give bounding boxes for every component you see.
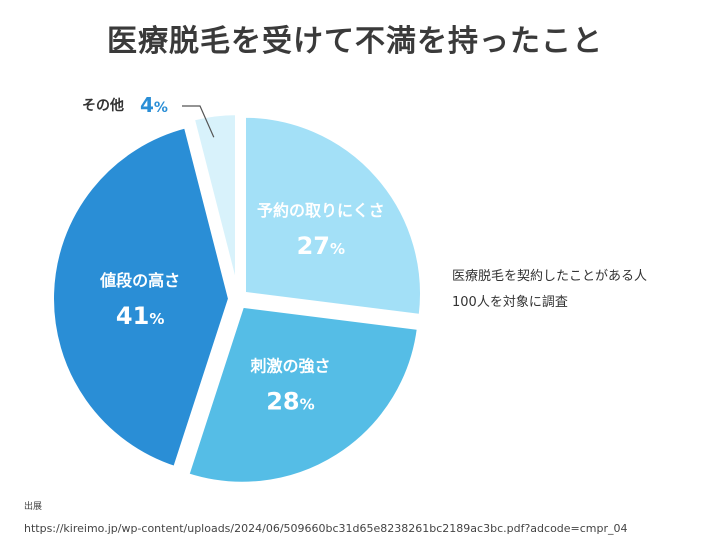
slice-value-3: 4% [140,93,168,117]
source: 出展 https://kireimo.jp/wp-content/uploads… [24,496,628,540]
slice-label-1: 刺激の強さ [249,357,330,376]
slice-value-0: 27% [297,232,345,260]
chart-title: 医療脱毛を受けて不満を持ったこと [107,24,603,59]
slice-label-0: 予約の取りにくさ [257,201,385,220]
survey-note-line1: 医療脱毛を契約したことがある人 [452,269,648,284]
slice-value-1: 28% [266,388,314,416]
pie-slice-2 [50,124,233,471]
slice-value-2: 41% [116,302,164,330]
source-label: 出展 [24,502,43,512]
survey-note: 医療脱毛を契約したことがある人 100人を対象に調査 [452,264,647,316]
pie-slice-3 [190,111,239,294]
other-leader-line [182,105,215,138]
pie-slice-0 [242,113,424,319]
pie-slice-1 [185,303,421,486]
slice-label-2: 値段の高さ [99,271,180,290]
source-url: https://kireimo.jp/wp-content/uploads/20… [24,522,628,535]
survey-note-line2: 100人を対象に調査 [452,295,568,310]
slice-label-3: その他 [82,97,124,114]
